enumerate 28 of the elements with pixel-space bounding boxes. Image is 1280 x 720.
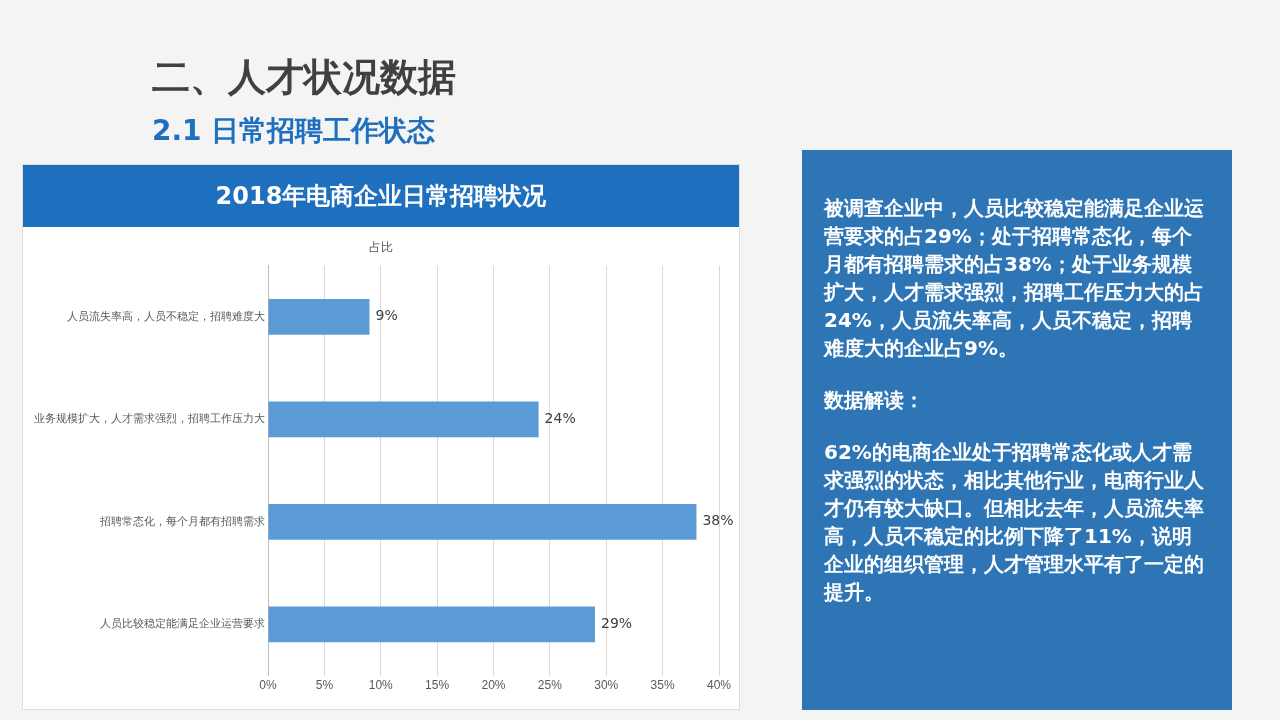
y-tick-label: 人员流失率高，人员不稳定，招聘难度大: [67, 309, 265, 322]
data-label: 9%: [375, 307, 398, 324]
text: 二、人才状况数据: [152, 54, 456, 101]
x-tick-label: 20%: [481, 678, 506, 693]
text: 62%的电商企业处于招聘常态化或人才需求强烈的状态，相比其他行业，电商行业人才仍有较大缺口。但相比去年，人员流失率高，人员不稳定的比例下降了11%，说明企业的组织管理，人才管理水平有了一定的提升。: [824, 439, 1205, 606]
chart-title: 2018年电商企业日常招聘状况: [23, 165, 739, 227]
x-tick-label: 30%: [594, 678, 619, 693]
y-tick-label: 招聘常态化，每个月都有招聘需求: [99, 514, 265, 527]
bar: [268, 503, 697, 540]
x-tick-label: 35%: [650, 678, 675, 693]
data-label: 24%: [544, 409, 576, 426]
text: 数据解读：: [824, 387, 925, 414]
x-tick-label: 0%: [259, 678, 277, 693]
x-tick-label: 25%: [537, 678, 563, 693]
x-tick-label: 15%: [425, 678, 450, 693]
data-label: 29%: [600, 614, 633, 631]
x-tick-label: 5%: [315, 678, 334, 693]
x-tick-label: 40%: [706, 678, 732, 693]
y-tick-label: 业务规模扩大，人才需求强烈，招聘工作压力大: [34, 412, 265, 425]
text: 被调查企业中，人员比较稳定能满足企业运营要求的占29%；处于招聘常态化，每个月都有招聘需求的占38%；处于业务规模扩大，人才需求强烈，招聘工作压力大的占24%，人员流失率高，人员不稳定，招聘难度大的企业占9%。: [824, 195, 1205, 362]
bar: [268, 298, 370, 335]
y-tick-label: 人员比较稳定能满足企业运营要求: [100, 617, 265, 630]
bar: [268, 401, 539, 438]
data-label: 38%: [702, 512, 734, 529]
text: 2.1 日常招聘工作状态: [152, 113, 436, 149]
x-tick-label: 10%: [368, 678, 394, 693]
bar: [268, 606, 595, 643]
x-axis-title: 占比: [368, 239, 394, 256]
